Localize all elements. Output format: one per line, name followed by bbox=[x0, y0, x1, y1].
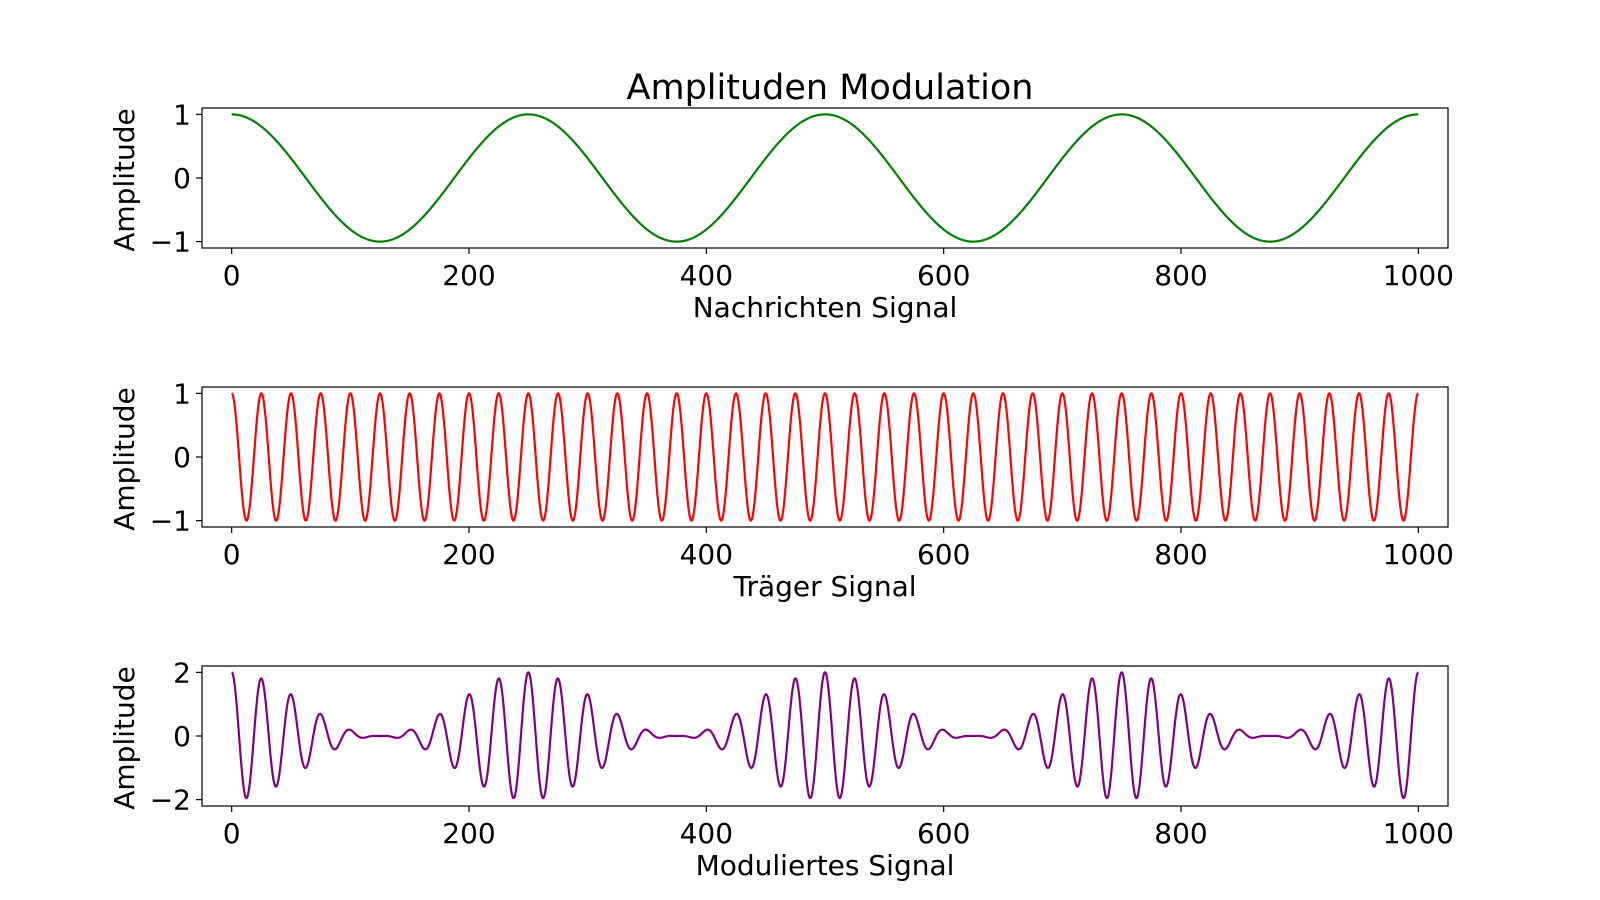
y-axis-label: Amplitude bbox=[108, 387, 141, 531]
x-tick-label: 0 bbox=[223, 817, 241, 850]
axes-frame bbox=[201, 107, 1449, 249]
y-tick-label: 1 bbox=[173, 377, 191, 410]
x-axis-label: Träger Signal bbox=[732, 570, 916, 603]
series-line-message-signal bbox=[231, 113, 1419, 243]
y-axis-label: Amplitude bbox=[108, 666, 141, 810]
y-tick-label: 2 bbox=[173, 656, 191, 689]
x-tick-label: 800 bbox=[1154, 817, 1207, 850]
x-tick-label: 200 bbox=[442, 817, 495, 850]
y-tick-label: −1 bbox=[150, 226, 191, 259]
panel-message-signal: 0 200 400 600 800 1000 −1 0 1 Nachrichten Signal A… bbox=[108, 98, 1454, 324]
x-tick-label: 200 bbox=[442, 259, 495, 292]
x-axis-label: Moduliertes Signal bbox=[696, 849, 955, 882]
x-tick-label: 0 bbox=[223, 259, 241, 292]
x-tick-label: 1000 bbox=[1383, 817, 1454, 850]
y-tick-label: 0 bbox=[173, 720, 191, 753]
x-tick-label: 400 bbox=[680, 259, 733, 292]
x-tick-label: 200 bbox=[442, 538, 495, 571]
series-line-modulated-signal bbox=[231, 671, 1419, 800]
y-tick-label: −2 bbox=[150, 784, 191, 817]
chart-title: Amplituden Modulation bbox=[627, 68, 1034, 108]
x-tick-label: 600 bbox=[917, 538, 970, 571]
axes-frame bbox=[201, 386, 1449, 528]
x-tick-label: 800 bbox=[1154, 538, 1207, 571]
x-tick-label: 400 bbox=[680, 538, 733, 571]
y-tick-label: 0 bbox=[173, 162, 191, 195]
y-tick-label: −1 bbox=[150, 505, 191, 538]
panel-carrier-signal: 0 200 400 600 800 1000 −1 0 1 Träger Signal Amplit… bbox=[108, 377, 1454, 603]
x-tick-label: 800 bbox=[1154, 259, 1207, 292]
x-tick-label: 600 bbox=[917, 817, 970, 850]
series-line-carrier-signal bbox=[231, 392, 1419, 522]
y-tick-label: 0 bbox=[173, 441, 191, 474]
x-tick-label: 0 bbox=[223, 538, 241, 571]
panel-modulated-signal: 0 200 400 600 800 1000 −2 0 2 Moduliertes Signal A… bbox=[108, 656, 1454, 882]
y-axis-label: Amplitude bbox=[108, 108, 141, 252]
x-tick-label: 1000 bbox=[1383, 538, 1454, 571]
x-tick-label: 600 bbox=[917, 259, 970, 292]
x-axis-label: Nachrichten Signal bbox=[693, 291, 958, 324]
x-tick-label: 400 bbox=[680, 817, 733, 850]
y-tick-label: 1 bbox=[173, 98, 191, 131]
x-tick-label: 1000 bbox=[1383, 259, 1454, 292]
